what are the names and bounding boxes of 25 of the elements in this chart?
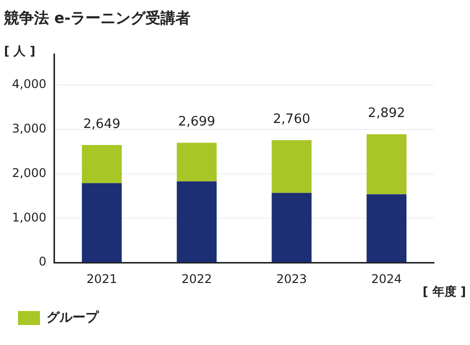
bar [272,140,312,193]
y-tick-label: 3,000 [12,122,46,136]
bar [366,134,406,194]
y-tick-label: 0 [38,254,46,269]
x-tick-label: 2021 [86,272,118,286]
bar [82,145,122,184]
bar [366,194,406,262]
y-tick-label: 1,000 [12,210,46,224]
y-axis-title: [ 人 ] [4,44,36,58]
bar [82,183,122,262]
total-label: 2,699 [178,114,216,130]
bar [176,181,217,262]
total-label: 2,760 [273,112,310,127]
total-label: 2,892 [368,106,406,122]
x-tick-label: 2022 [181,272,212,286]
x-tick-label: 2024 [371,272,402,286]
y-tick-label: 2,000 [12,166,46,180]
chart-title: 競争法 e-ラーニング受講者 [3,8,191,27]
x-axis-title: [ 年度 ] [422,284,466,299]
bar [176,142,217,182]
y-tick-label: 4,000 [12,77,46,92]
x-tick-label: 2023 [276,272,307,286]
legend-label: グループ [46,309,100,326]
bar [272,192,312,262]
total-label: 2,649 [83,116,120,132]
